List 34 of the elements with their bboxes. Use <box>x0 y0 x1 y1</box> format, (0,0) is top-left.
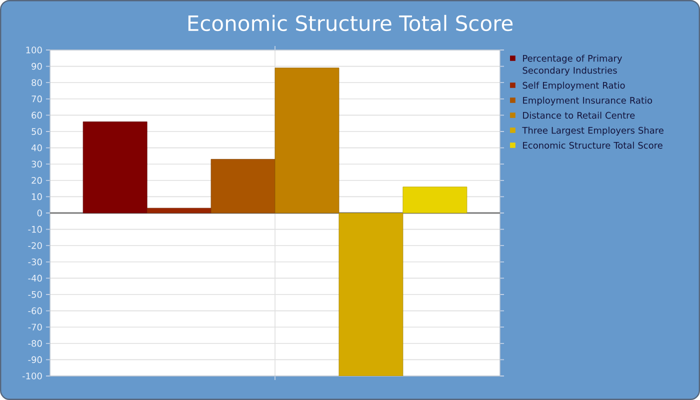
bar <box>338 212 404 376</box>
y-tick-label: 70 <box>32 95 42 102</box>
y-tick-label: -50 <box>28 291 42 298</box>
bar <box>210 159 276 214</box>
legend-label: Distance to Retail Centre <box>523 112 635 119</box>
y-tick-label: 80 <box>32 79 42 86</box>
y-tick-label: -100 <box>22 372 42 380</box>
y-tick-label: 10 <box>32 193 42 200</box>
chart-title: Economic Structure Total Score <box>188 14 513 32</box>
y-tick-label: -90 <box>28 356 42 364</box>
bar <box>274 68 340 214</box>
y-tick-label: -20 <box>28 242 42 249</box>
legend-label: Three Largest Employers Share <box>522 126 664 136</box>
y-tick-label: -10 <box>28 226 42 233</box>
y-tick-label: 0 <box>37 210 42 216</box>
legend-label: Employment Insurance Ratio <box>523 96 652 106</box>
y-tick-label: -60 <box>28 307 42 314</box>
bar <box>146 208 212 214</box>
y-tick-label: 20 <box>32 176 42 184</box>
bar <box>82 122 148 214</box>
legend-label: Percentage of Primary Secondary Industries <box>522 54 622 76</box>
legend-label: Self Employment Ratio <box>522 82 625 90</box>
bar <box>402 186 468 214</box>
y-tick-label: 40 <box>31 144 42 152</box>
y-tick-label: 30 <box>32 160 42 168</box>
legend-label: Economic Structure Total Score <box>523 142 662 149</box>
y-tick-label: 100 <box>26 46 42 54</box>
y-tick-label: -70 <box>28 324 42 330</box>
y-tick-label: -40 <box>28 274 42 282</box>
y-tick-label: 50 <box>32 128 42 135</box>
y-tick-label: 60 <box>32 112 42 119</box>
y-tick-label: -30 <box>28 258 42 266</box>
y-tick-label: -80 <box>28 340 42 347</box>
y-tick-label: 90 <box>32 62 42 70</box>
